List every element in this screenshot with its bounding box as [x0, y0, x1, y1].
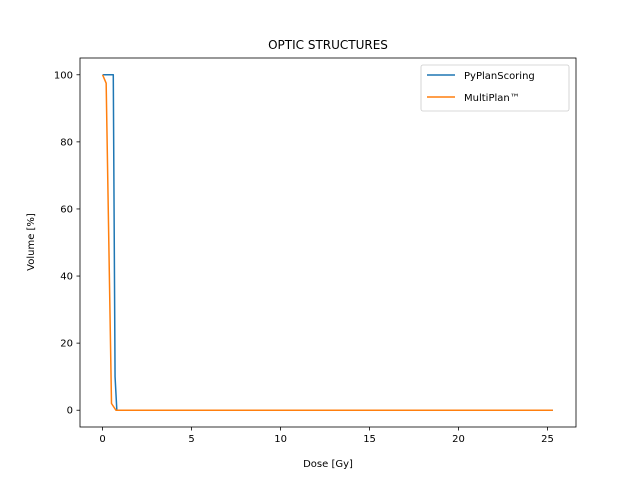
series-line-pyplanscoring: [102, 74, 553, 411]
series-line-multiplan: [101, 74, 553, 411]
x-axis-label: Dose [Gy]: [303, 459, 353, 470]
y-axis-label: Volume [%]: [26, 213, 37, 271]
y-tick-label: 0: [67, 406, 73, 417]
x-tick-label: 0: [99, 434, 105, 445]
legend: PyPlanScoring MultiPlan™: [420, 64, 570, 112]
x-tick-label: 5: [188, 434, 194, 445]
y-tick-label: 60: [60, 204, 73, 215]
x-tick-label: 15: [363, 434, 376, 445]
chart-title: OPTIC STRUCTURES: [268, 38, 388, 52]
y-tick-label: 40: [60, 272, 73, 283]
legend-label-pyplanscoring: PyPlanScoring: [464, 71, 535, 82]
x-tick-label: 10: [274, 434, 287, 445]
x-tick-label: 20: [452, 434, 465, 445]
ticks: 0 5 10 15 20 25 0 20 40 60 80 100: [54, 70, 554, 445]
legend-label-multiplan: MultiPlan™: [464, 93, 520, 104]
y-tick-label: 80: [60, 137, 73, 148]
plot-lines: [101, 74, 553, 411]
y-tick-label: 100: [54, 70, 73, 81]
axes-frame: [79, 57, 577, 428]
x-tick-label: 25: [541, 434, 554, 445]
legend-box: [420, 64, 570, 112]
y-tick-label: 20: [60, 339, 73, 350]
